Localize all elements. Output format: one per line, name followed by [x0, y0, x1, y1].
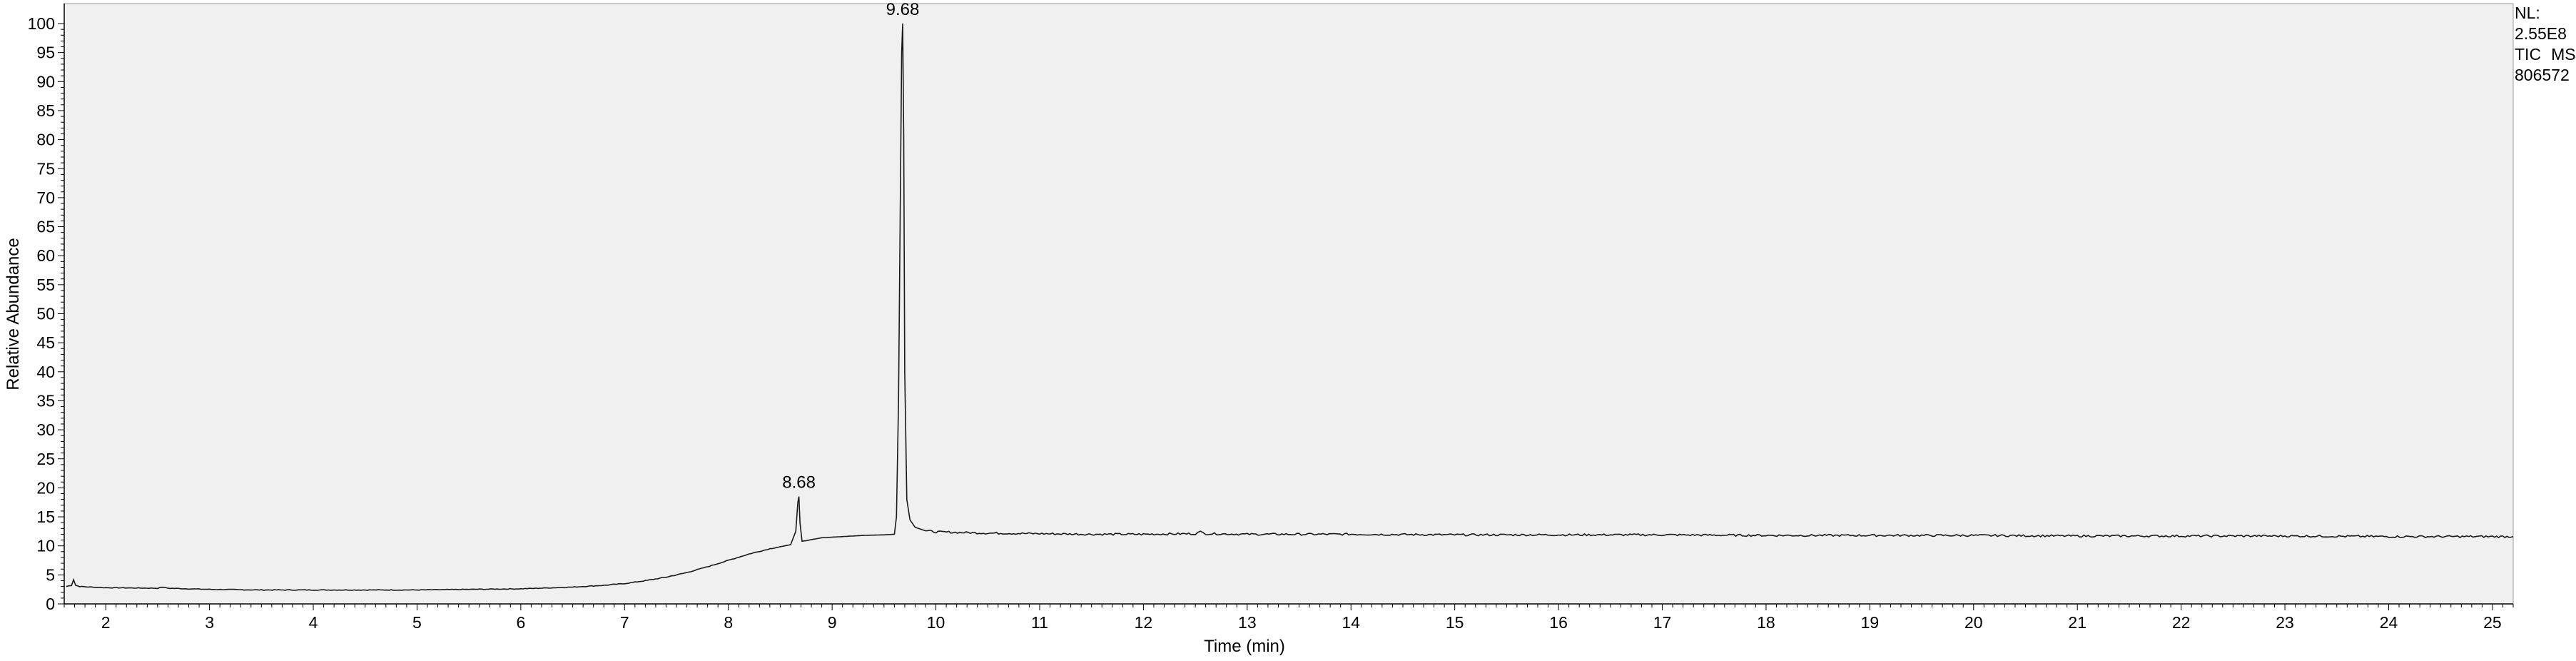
x-tick-label: 3	[205, 613, 214, 632]
x-tick-label: 8	[724, 613, 733, 632]
y-tick-label: 45	[36, 333, 55, 352]
x-tick-label: 16	[1549, 613, 1568, 632]
y-axis-title: Relative Abundance	[4, 238, 23, 390]
x-tick-label: 6	[516, 613, 525, 632]
x-tick-label: 15	[1446, 613, 1464, 632]
y-tick-label: 60	[36, 246, 55, 265]
y-tick-label: 0	[46, 595, 55, 613]
filter-line: TIC MS	[2515, 44, 2576, 65]
y-tick-label: 5	[46, 565, 55, 584]
x-tick-label: 12	[1135, 613, 1153, 632]
x-tick-label: 24	[2380, 613, 2398, 632]
x-tick-label: 25	[2483, 613, 2502, 632]
x-tick-label: 17	[1653, 613, 1672, 632]
x-tick-label: 13	[1238, 613, 1257, 632]
y-tick-label: 55	[36, 276, 55, 294]
y-tick-label: 40	[36, 363, 55, 381]
y-tick-label: 35	[36, 391, 55, 410]
x-tick-label: 19	[1861, 613, 1880, 632]
x-tick-label: 23	[2276, 613, 2294, 632]
x-tick-label: 21	[2068, 613, 2086, 632]
y-axis: 0 5 10 15 20 25 30 35 40 45 50 55 60 65 70 75 80 85 90 95 10…	[28, 4, 65, 613]
y-tick-label: 50	[36, 305, 55, 323]
scan-info-panel: NL: 2.55E8 TIC MS 806572	[2515, 3, 2576, 86]
x-axis: 2 3 4 5 6 7 8 9 10 11 12 13 14 15 16 17 18 19 20 21 22 23 24 25	[64, 603, 2514, 632]
y-tick-label: 80	[36, 131, 55, 149]
y-tick-label: 30	[36, 420, 55, 439]
x-tick-label: 14	[1342, 613, 1360, 632]
y-tick-label: 75	[36, 159, 55, 178]
peak-label: 8.68	[782, 473, 816, 493]
x-axis-title: Time (min)	[1204, 637, 1285, 656]
x-tick-label: 9	[828, 613, 837, 632]
y-tick-label: 70	[36, 188, 55, 207]
y-tick-label: 10	[36, 537, 55, 555]
y-tick-label: 85	[36, 101, 55, 120]
y-tick-label: 90	[36, 72, 55, 91]
y-tick-label: 100	[28, 14, 55, 33]
y-tick-label: 20	[36, 478, 55, 497]
x-tick-label: 2	[101, 613, 111, 632]
nl-value: 2.55E8	[2515, 24, 2567, 43]
y-tick-label: 95	[36, 44, 55, 62]
x-tick-label: 5	[412, 613, 422, 632]
y-tick-label: 25	[36, 450, 55, 468]
nl-label: NL:	[2515, 4, 2540, 22]
x-tick-label: 11	[1031, 613, 1048, 632]
filter-type: TIC	[2515, 45, 2542, 64]
chromatogram-trace	[66, 23, 2514, 591]
x-tick-label: 22	[2172, 613, 2191, 632]
x-tick-label: 10	[927, 613, 945, 632]
peak-label: 9.68	[886, 0, 920, 19]
x-tick-label: 20	[1964, 613, 1983, 632]
filter-ms: MS	[2551, 45, 2576, 64]
y-tick-label: 15	[36, 508, 55, 526]
plot-area	[64, 3, 2514, 605]
x-tick-label: 7	[620, 613, 629, 632]
y-tick-label: 65	[36, 218, 55, 236]
x-tick-label: 18	[1757, 613, 1775, 632]
x-tick-label: 4	[309, 613, 318, 632]
file-name: 806572	[2515, 66, 2570, 84]
peak-labels: 8.68 9.68	[782, 0, 919, 493]
